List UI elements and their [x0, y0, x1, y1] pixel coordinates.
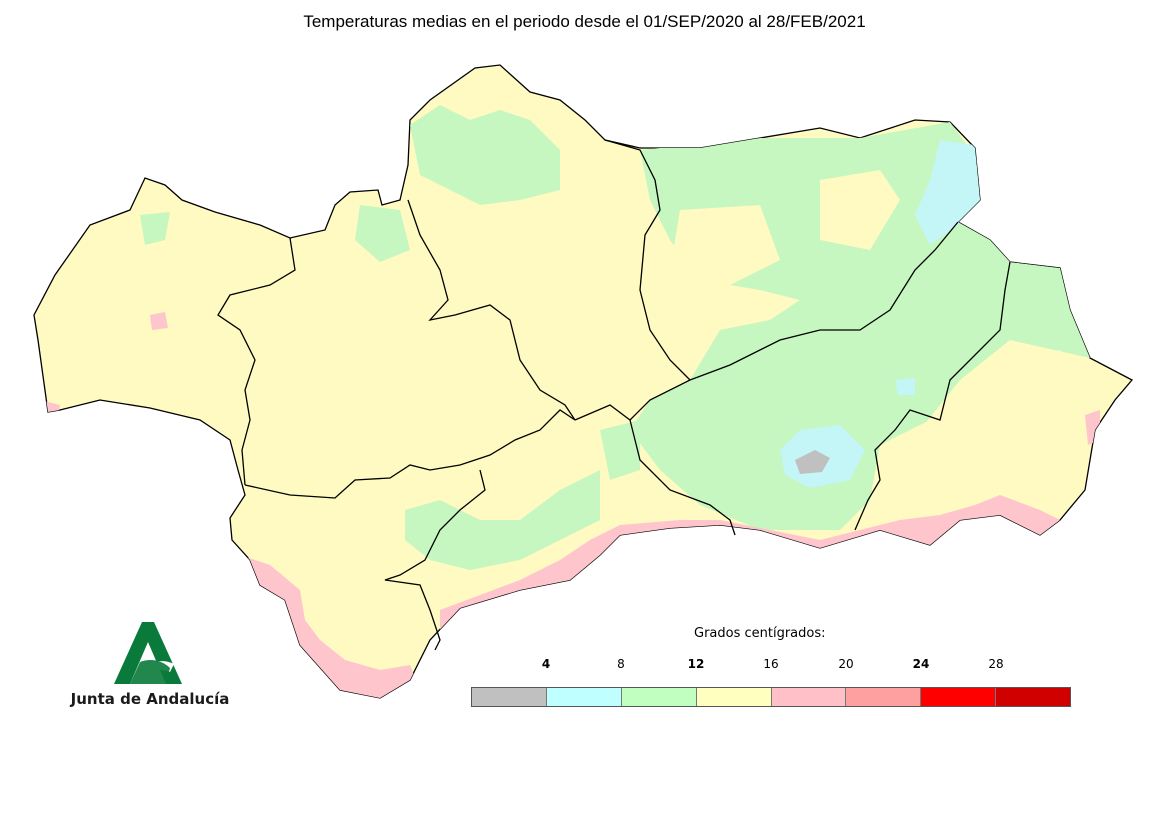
- map-title: Temperaturas medias en el periodo desde …: [303, 12, 866, 31]
- zone-4-8-small: [895, 378, 915, 395]
- border-sevilla-cadiz-malaga: [244, 409, 576, 499]
- logo-a-icon: [114, 622, 182, 684]
- zone-8-12-cadiz: [405, 470, 600, 570]
- legend-swatch: [996, 688, 1070, 706]
- zone-8-12-jaen-north: [410, 105, 560, 205]
- zone-12-16-patch1: [820, 170, 900, 250]
- border-jaen-granada: [689, 221, 959, 381]
- legend-swatch: [472, 688, 547, 706]
- legend-tick-label: 12: [687, 657, 705, 671]
- zone-8-12-sevilla-north: [355, 205, 410, 262]
- zone-8-12-malaga: [600, 420, 640, 480]
- border-huelva-sevilla: [217, 237, 296, 486]
- legend-tick-label: 4: [541, 657, 551, 671]
- legend-swatch: [621, 688, 697, 706]
- legend-swatch: [771, 688, 847, 706]
- zone-16-20-malaga-coast: [440, 495, 1060, 630]
- legend-swatch: [696, 688, 772, 706]
- color-scale: [471, 687, 1071, 707]
- zone-8-12-huelva: [140, 212, 170, 245]
- legend-tick-label: 16: [763, 657, 779, 671]
- legend-tick-label: 20: [838, 657, 854, 671]
- legend-tick-label: 24: [912, 657, 930, 671]
- legend-swatch: [921, 688, 997, 706]
- zone-12-16-patch2: [920, 350, 1100, 480]
- border-granada-almeria: [854, 261, 1011, 531]
- zone-16-20-cadiz-coast: [240, 555, 420, 698]
- logo-text: Junta de Andalucía: [70, 690, 230, 708]
- legend-swatch: [846, 688, 922, 706]
- border-malaga-granada: [629, 419, 736, 536]
- legend-tick-label: 28: [988, 657, 1004, 671]
- junta-logo: Junta de Andalucía: [70, 618, 240, 718]
- zone-16-20-huelva-inland: [150, 312, 168, 330]
- border-cordoba-jaen: [604, 139, 691, 381]
- border-sevilla-cordoba: [407, 199, 576, 421]
- legend-title: Grados centígrados:: [694, 626, 826, 641]
- province-borders: [217, 139, 1011, 651]
- zone-under-4: [795, 450, 830, 474]
- legend-swatch: [546, 688, 622, 706]
- zone-4-8-cazorla: [915, 140, 980, 245]
- zone-12-16-patch3: [670, 205, 780, 290]
- legend-tick-label: 8: [617, 657, 625, 671]
- border-cadiz-malaga: [384, 469, 486, 651]
